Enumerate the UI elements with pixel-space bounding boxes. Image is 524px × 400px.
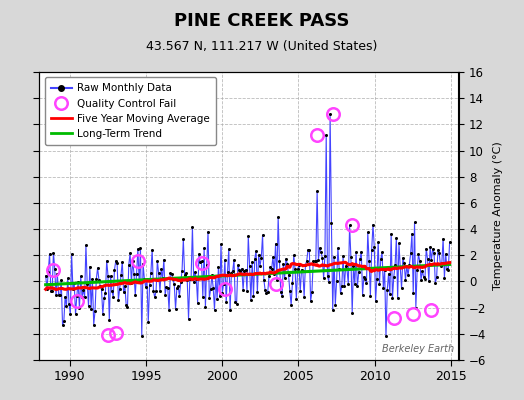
- Text: 43.567 N, 111.217 W (United States): 43.567 N, 111.217 W (United States): [146, 40, 378, 53]
- Y-axis label: Temperature Anomaly (°C): Temperature Anomaly (°C): [493, 142, 503, 290]
- Text: Berkeley Earth: Berkeley Earth: [382, 344, 454, 354]
- Legend: Raw Monthly Data, Quality Control Fail, Five Year Moving Average, Long-Term Tren: Raw Monthly Data, Quality Control Fail, …: [45, 77, 216, 145]
- Text: PINE CREEK PASS: PINE CREEK PASS: [174, 12, 350, 30]
